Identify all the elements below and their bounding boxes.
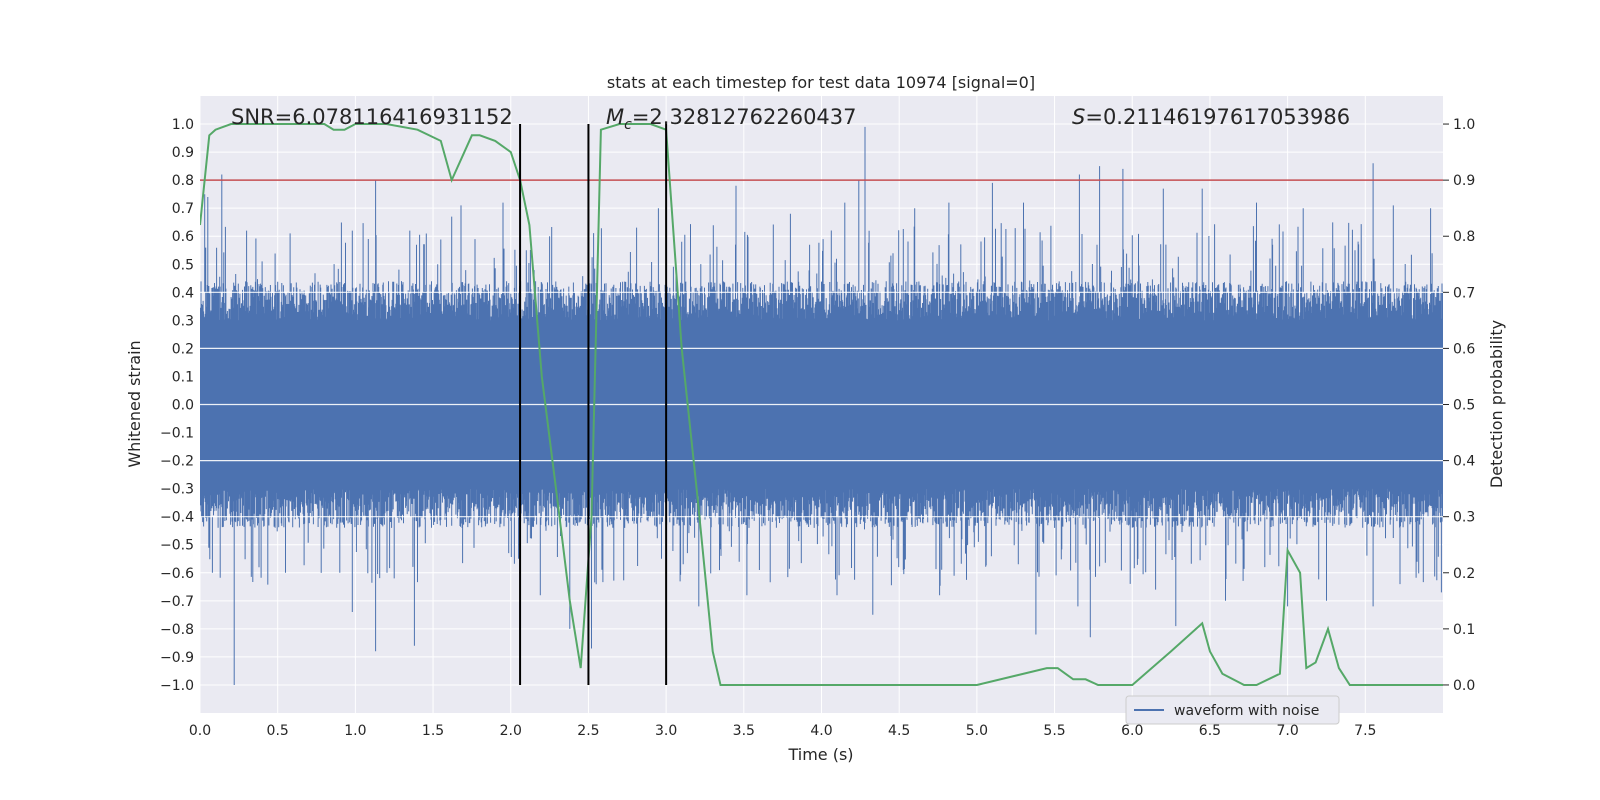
x-tick-label: 2.0	[500, 723, 522, 739]
plot-content	[200, 123, 1443, 686]
x-tick-label: 1.5	[422, 723, 444, 739]
y-tick-label: 0.0	[172, 398, 194, 414]
right-y-axis-label: Detection probability	[1487, 320, 1506, 488]
y-tick-label: −0.3	[160, 482, 194, 498]
s-annotation: S=0.21146197617053986	[1072, 105, 1350, 129]
right-y-tick-label: 1.0	[1453, 117, 1475, 133]
right-y-axis-ticks: 1.0 0.9 0.8 0.7 0.6 0.5 0.4 0.3 0.2 0.1 0.0	[1443, 117, 1475, 694]
x-axis-label: Time (s)	[787, 745, 853, 764]
chart-title: stats at each timestep for test data 109…	[607, 73, 1035, 92]
x-tick-label: 0.5	[267, 723, 289, 739]
y-tick-label: −0.5	[160, 538, 194, 554]
x-tick-label: 5.5	[1043, 723, 1065, 739]
y-tick-label: −0.6	[160, 566, 194, 582]
mc-subscript: c	[624, 117, 632, 133]
y-tick-label: −0.2	[160, 454, 194, 470]
snr-annotation: SNR=6.078116416931152	[231, 105, 513, 129]
y-tick-label: 0.6	[172, 229, 194, 245]
x-tick-label: 3.0	[655, 723, 677, 739]
legend-box	[1125, 695, 1340, 725]
mc-symbol: M	[606, 105, 624, 129]
right-y-tick-label: 0.2	[1453, 566, 1475, 582]
y-tick-label: 0.2	[172, 341, 194, 357]
y-tick-label: −0.8	[160, 622, 194, 638]
y-tick-label: 0.1	[172, 369, 194, 385]
x-tick-label: 7.0	[1276, 723, 1298, 739]
y-tick-label: 0.9	[172, 145, 194, 161]
s-symbol: S	[1072, 105, 1085, 129]
x-tick-label: 3.5	[733, 723, 755, 739]
right-y-tick-label: 0.5	[1453, 398, 1475, 414]
y-tick-label: −1.0	[160, 678, 194, 694]
mc-value: =2.32812762260437	[632, 105, 857, 129]
legend: waveform with noise	[1125, 695, 1340, 725]
y-tick-label: 0.8	[172, 173, 194, 189]
right-y-tick-label: 0.9	[1453, 173, 1475, 189]
x-tick-label: 4.0	[810, 723, 832, 739]
x-axis-ticks: 0.0 0.5 1.0 1.5 2.0 2.5 3.0 3.5 4.0 4.5 5.0 5.5 6.0 6…	[189, 723, 1377, 739]
x-tick-label: 6.0	[1121, 723, 1143, 739]
right-y-tick-label: 0.3	[1453, 510, 1475, 526]
x-tick-label: 1.0	[344, 723, 366, 739]
y-tick-label: −0.7	[160, 594, 194, 610]
detection-probability-series	[200, 123, 1443, 686]
right-y-tick-label: 0.0	[1453, 678, 1475, 694]
gridlines-over-waveform	[200, 291, 1443, 518]
y-tick-label: −0.1	[160, 426, 194, 442]
y-tick-label: 0.5	[172, 257, 194, 273]
x-tick-label: 6.5	[1199, 723, 1221, 739]
legend-label-waveform: waveform with noise	[1174, 703, 1319, 719]
y-tick-label: 0.4	[172, 285, 194, 301]
y-tick-label: −0.4	[160, 510, 194, 526]
chirp-mass-annotation: Mc=2.32812762260437	[606, 105, 857, 133]
x-tick-label: 2.5	[577, 723, 599, 739]
right-y-tick-label: 0.6	[1453, 341, 1475, 357]
right-y-tick-label: 0.1	[1453, 622, 1475, 638]
right-y-tick-label: 0.8	[1453, 229, 1475, 245]
y-axis-label: Whitened strain	[125, 340, 144, 467]
x-tick-label: 5.0	[966, 723, 988, 739]
y-tick-label: 0.7	[172, 201, 194, 217]
right-y-tick-label: 0.7	[1453, 285, 1475, 301]
x-tick-label: 0.0	[189, 723, 211, 739]
y-axis-ticks: 1.0 0.9 0.8 0.7 0.6 0.5 0.4 0.3 0.2 0.1 0.0 −0.1 −0.…	[160, 117, 194, 694]
vertical-markers	[519, 124, 668, 685]
y-tick-label: −0.9	[160, 650, 194, 666]
s-value: =0.21146197617053986	[1085, 105, 1350, 129]
right-y-tick-label: 0.4	[1453, 454, 1475, 470]
x-tick-label: 4.5	[888, 723, 910, 739]
x-tick-label: 7.5	[1354, 723, 1376, 739]
y-tick-label: 1.0	[172, 117, 194, 133]
y-tick-label: 0.3	[172, 313, 194, 329]
